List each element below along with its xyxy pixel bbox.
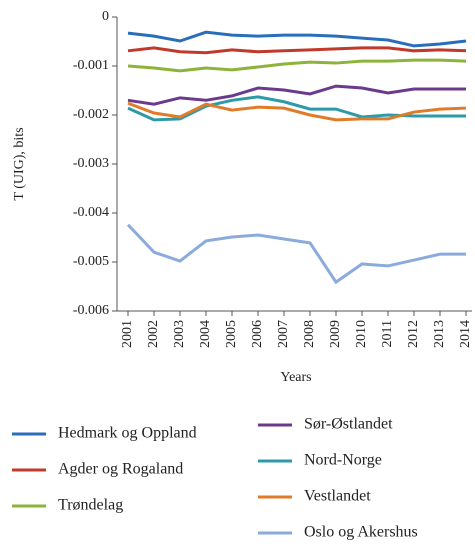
- x-tick-label: 2009: [328, 320, 343, 348]
- x-tick-label: 2003: [172, 320, 187, 348]
- y-tick-label: -0.004: [73, 205, 109, 220]
- x-axis-label: Years: [280, 370, 311, 385]
- x-tick-label: 2008: [302, 320, 317, 348]
- series-line: [126, 223, 466, 285]
- x-tick-label: 2014: [458, 320, 473, 348]
- y-tick-label: 0: [102, 9, 109, 24]
- legend-label: Hedmark og Oppland: [58, 425, 197, 442]
- legend-label: Oslo og Akershus: [304, 524, 418, 541]
- x-tick-label: 2007: [276, 320, 291, 348]
- x-tick-label: 2005: [224, 320, 239, 348]
- x-tick-label: 2001: [120, 320, 135, 348]
- series-line: [127, 30, 467, 48]
- y-tick-label: -0.005: [73, 254, 109, 269]
- x-tick-label: 2002: [146, 320, 161, 348]
- legend-label: Agder og Rogaland: [58, 461, 183, 478]
- x-tick-label: 2006: [250, 320, 265, 348]
- y-tick-label: -0.006: [73, 303, 109, 318]
- y-tick-label: -0.003: [73, 156, 109, 171]
- x-tick-label: 2012: [406, 320, 421, 348]
- legend-label: Sør-Østlandet: [304, 416, 393, 433]
- x-tick-label: 2004: [198, 320, 213, 348]
- y-axis-label: T (UIG), bits: [12, 127, 27, 200]
- series-line: [127, 95, 466, 122]
- x-tick-label: 2013: [432, 320, 447, 348]
- legend-label: Trøndelag: [58, 497, 123, 514]
- series-line: [127, 58, 467, 73]
- x-tick-label: 2011: [380, 320, 395, 347]
- y-tick-label: -0.001: [73, 58, 109, 73]
- x-tick-label: 2010: [354, 320, 369, 348]
- series-line: [127, 101, 467, 122]
- y-tick-label: -0.002: [73, 107, 109, 122]
- legend-label: Nord-Norge: [304, 452, 382, 469]
- legend-label: Vestlandet: [304, 488, 371, 505]
- series-line: [127, 46, 467, 55]
- series-line: [127, 84, 466, 106]
